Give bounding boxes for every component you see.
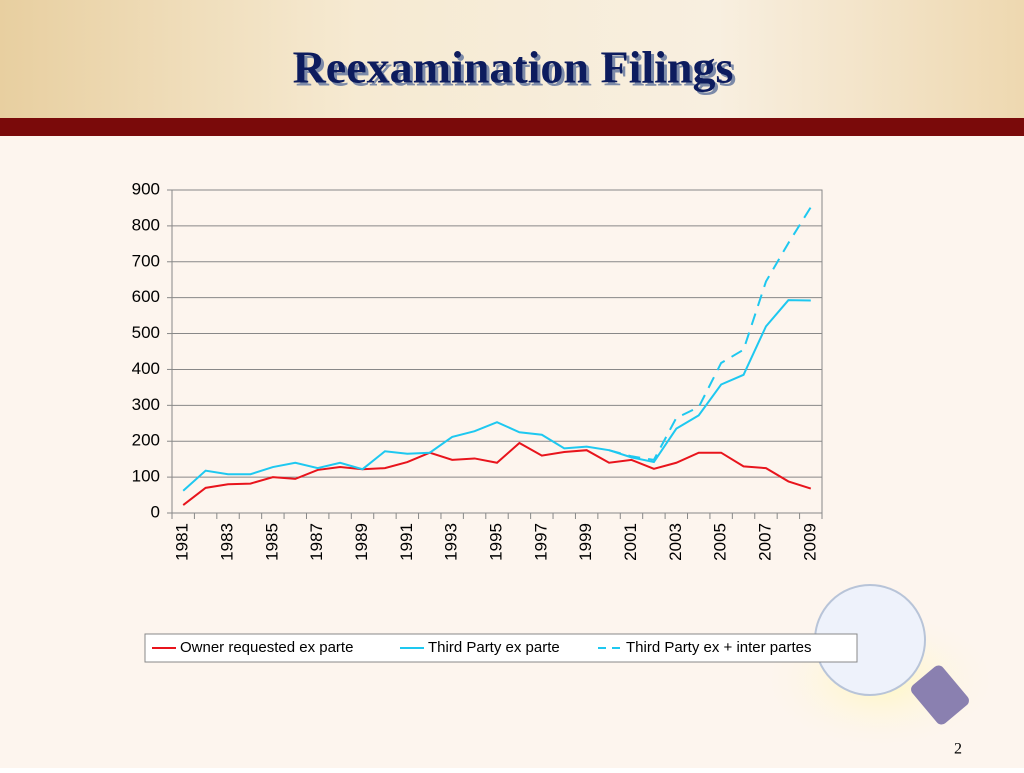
x-tick-label: 1991 xyxy=(397,523,416,561)
series-line xyxy=(182,441,812,506)
y-tick-label: 0 xyxy=(151,502,160,521)
x-tick-label: 2001 xyxy=(621,523,640,561)
y-tick-label: 100 xyxy=(132,467,160,486)
page-number: 2 xyxy=(954,741,962,758)
x-tick-label: 1981 xyxy=(173,523,192,561)
x-tick-label: 2003 xyxy=(666,523,685,561)
y-tick-label: 500 xyxy=(132,323,160,342)
x-tick-label: 1995 xyxy=(486,523,505,561)
x-tick-label: 1985 xyxy=(262,523,281,561)
x-tick-label: 1983 xyxy=(218,523,237,561)
legend-label: Third Party ex + inter partes xyxy=(626,639,812,656)
legend-label: Third Party ex parte xyxy=(428,639,560,656)
y-tick-label: 300 xyxy=(132,395,160,414)
legend-box xyxy=(144,633,858,663)
series-line xyxy=(182,299,811,492)
x-tick-label: 2005 xyxy=(711,523,730,561)
x-tick-label: 1997 xyxy=(531,523,550,561)
y-tick-label: 700 xyxy=(132,251,160,270)
x-tick-label: 1993 xyxy=(442,523,461,561)
y-tick-label: 800 xyxy=(132,215,160,234)
header-image xyxy=(0,0,1024,118)
title: Reexamination Filings xyxy=(293,42,734,93)
y-tick-label: 900 xyxy=(132,179,160,198)
x-tick-label: 1999 xyxy=(576,523,595,561)
y-tick-label: 400 xyxy=(132,359,160,378)
title-shadow: Reexamination Filings xyxy=(296,45,737,96)
legend-label: Owner requested ex parte xyxy=(180,639,353,656)
series-line xyxy=(608,206,812,461)
y-tick-label: 200 xyxy=(132,431,160,450)
x-tick-label: 1989 xyxy=(352,523,371,561)
bulb-base xyxy=(911,665,969,725)
x-tick-label: 2009 xyxy=(800,523,819,561)
x-tick-label: 2007 xyxy=(755,523,774,561)
header-bar xyxy=(0,118,1024,136)
y-tick-label: 600 xyxy=(132,287,160,306)
x-tick-label: 1987 xyxy=(307,523,326,561)
